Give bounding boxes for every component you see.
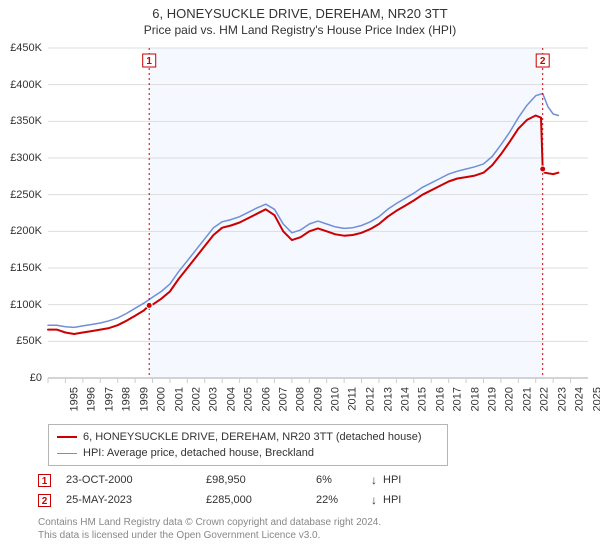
sales-table: 1 23-OCT-2000£98,9506%↓HPI 2 25-MAY-2023£28… [38, 470, 423, 510]
y-tick-label: £450K [2, 42, 42, 54]
x-tick-label: 2009 [312, 387, 324, 411]
legend-swatch [57, 453, 77, 454]
x-tick-label: 2022 [539, 387, 551, 411]
x-tick-label: 2003 [208, 387, 220, 411]
legend: 6, HONEYSUCKLE DRIVE, DEREHAM, NR20 3TT … [48, 424, 448, 466]
x-tick-label: 2014 [399, 387, 411, 411]
y-tick-label: £200K [2, 225, 42, 237]
copyright-notice: Contains HM Land Registry data © Crown c… [38, 516, 381, 542]
sale-date: 23-OCT-2000 [66, 474, 206, 486]
x-tick-label: 1997 [103, 387, 115, 411]
x-tick-label: 2002 [190, 387, 202, 411]
legend-label: 6, HONEYSUCKLE DRIVE, DEREHAM, NR20 3TT … [83, 429, 421, 445]
sale-marker-box: 1 [38, 474, 51, 487]
x-tick-label: 2005 [243, 387, 255, 411]
x-tick-label: 2020 [504, 387, 516, 411]
y-tick-label: £100K [2, 299, 42, 311]
arrow-down-icon: ↓ [371, 473, 383, 487]
legend-item: 6, HONEYSUCKLE DRIVE, DEREHAM, NR20 3TT … [57, 429, 439, 445]
y-tick-label: £150K [2, 262, 42, 274]
y-tick-label: £0 [2, 372, 42, 384]
x-tick-label: 2021 [521, 387, 533, 411]
x-tick-label: 2015 [417, 387, 429, 411]
sale-price: £285,000 [206, 494, 316, 506]
arrow-down-icon: ↓ [371, 493, 383, 507]
sale-marker-box: 2 [38, 494, 51, 507]
sale-price: £98,950 [206, 474, 316, 486]
copyright-line: This data is licensed under the Open Gov… [38, 529, 381, 542]
chart-container: 6, HONEYSUCKLE DRIVE, DEREHAM, NR20 3TT … [0, 0, 600, 560]
x-tick-label: 2006 [260, 387, 272, 411]
sale-vs-label: HPI [383, 474, 423, 486]
x-tick-label: 1995 [68, 387, 80, 411]
legend-label: HPI: Average price, detached house, Brec… [83, 445, 314, 461]
y-tick-label: £50K [2, 335, 42, 347]
x-tick-label: 2011 [346, 387, 358, 411]
svg-text:2: 2 [540, 56, 546, 67]
x-tick-label: 2025 [591, 387, 600, 411]
sale-pct: 22% [316, 494, 371, 506]
x-tick-label: 1999 [138, 387, 150, 411]
sale-row: 1 23-OCT-2000£98,9506%↓HPI [38, 470, 423, 490]
y-tick-label: £250K [2, 189, 42, 201]
x-tick-label: 2016 [434, 387, 446, 411]
x-tick-label: 2004 [225, 387, 237, 411]
x-tick-label: 2008 [295, 387, 307, 411]
x-tick-label: 2023 [556, 387, 568, 411]
sale-vs-label: HPI [383, 494, 423, 506]
x-tick-label: 2001 [173, 387, 185, 411]
x-tick-label: 2013 [382, 387, 394, 411]
x-tick-label: 2012 [365, 387, 377, 411]
legend-swatch [57, 436, 77, 438]
sale-date: 25-MAY-2023 [66, 494, 206, 506]
x-tick-label: 2017 [452, 387, 464, 411]
sale-pct: 6% [316, 474, 371, 486]
x-tick-label: 2019 [487, 387, 499, 411]
sale-row: 2 25-MAY-2023£285,00022%↓HPI [38, 490, 423, 510]
y-tick-label: £350K [2, 115, 42, 127]
x-tick-label: 2010 [330, 387, 342, 411]
legend-item: HPI: Average price, detached house, Brec… [57, 445, 439, 461]
x-tick-label: 2024 [574, 387, 586, 411]
y-tick-label: £400K [2, 79, 42, 91]
x-tick-label: 2018 [469, 387, 481, 411]
x-tick-label: 2007 [278, 387, 290, 411]
svg-text:1: 1 [146, 56, 152, 67]
copyright-line: Contains HM Land Registry data © Crown c… [38, 516, 381, 529]
x-tick-label: 1996 [86, 387, 98, 411]
x-tick-label: 2000 [156, 387, 168, 411]
y-tick-label: £300K [2, 152, 42, 164]
x-tick-label: 1998 [121, 387, 133, 411]
